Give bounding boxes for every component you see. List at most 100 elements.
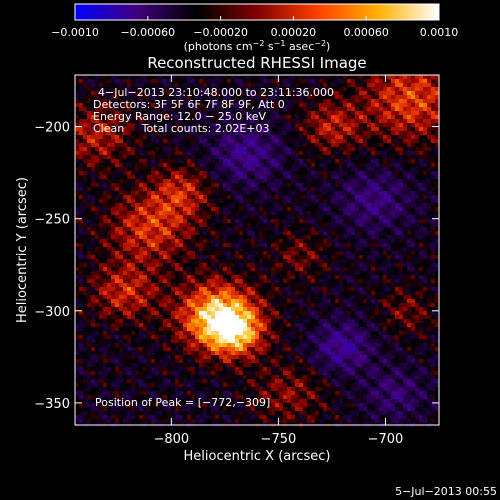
heatmap-cell (247, 291, 251, 295)
heatmap-cell (91, 183, 95, 187)
heatmap-cell (295, 79, 299, 83)
heatmap-cell (379, 243, 383, 247)
heatmap-cell (371, 115, 375, 119)
heatmap-cell (111, 115, 115, 119)
heatmap-cell (407, 183, 411, 187)
heatmap-cell (383, 119, 387, 123)
heatmap-cell (339, 139, 343, 143)
heatmap-cell (263, 139, 267, 143)
heatmap-cell (83, 131, 87, 135)
heatmap-cell (375, 247, 379, 251)
heatmap-cell (363, 247, 367, 251)
heatmap-cell (299, 143, 303, 147)
heatmap-cell (255, 223, 259, 227)
heatmap-cell (255, 163, 259, 167)
heatmap-cell (299, 163, 303, 167)
heatmap-cell (211, 147, 215, 151)
heatmap-cell (195, 259, 199, 263)
heatmap-cell (419, 103, 423, 107)
heatmap-cell (227, 255, 231, 259)
heatmap-cell (243, 163, 247, 167)
heatmap-cell (343, 147, 347, 151)
heatmap-cell (119, 287, 123, 291)
heatmap-cell (399, 163, 403, 167)
heatmap-cell (123, 291, 127, 295)
heatmap-cell (287, 75, 291, 79)
heatmap-cell (255, 259, 259, 263)
heatmap-cell (135, 235, 139, 239)
heatmap-cell (415, 111, 419, 115)
heatmap-cell (255, 199, 259, 203)
heatmap-cell (319, 83, 323, 87)
heatmap-cell (299, 123, 303, 127)
heatmap-cell (171, 267, 175, 271)
heatmap-cell (231, 163, 235, 167)
heatmap-cell (355, 283, 359, 287)
heatmap-cell (147, 111, 151, 115)
heatmap-cell (295, 83, 299, 87)
heatmap-cell (151, 75, 155, 79)
heatmap-cell (215, 291, 219, 295)
heatmap-cell (339, 263, 343, 267)
heatmap-cell (275, 95, 279, 99)
heatmap-cell (223, 283, 227, 287)
heatmap-cell (351, 79, 355, 83)
heatmap-cell (391, 243, 395, 247)
heatmap-cell (199, 223, 203, 227)
heatmap-cell (343, 127, 347, 131)
heatmap-cell (211, 291, 215, 295)
heatmap-cell (171, 83, 175, 87)
heatmap-cell (75, 171, 79, 175)
heatmap-cell (315, 75, 319, 79)
heatmap-cell (435, 107, 439, 111)
heatmap-cell (187, 267, 191, 271)
heatmap-cell (143, 123, 147, 127)
heatmap-cell (247, 163, 251, 167)
heatmap-cell (267, 247, 271, 251)
heatmap-cell (235, 119, 239, 123)
heatmap-cell (143, 79, 147, 83)
heatmap-cell (167, 259, 171, 263)
heatmap-cell (167, 91, 171, 95)
heatmap-cell (163, 99, 167, 103)
heatmap-cell (271, 139, 275, 143)
heatmap-cell (155, 119, 159, 123)
heatmap-cell (163, 159, 167, 163)
heatmap-cell (323, 243, 327, 247)
heatmap-cell (223, 215, 227, 219)
heatmap-cell (255, 247, 259, 251)
heatmap-cell (287, 147, 291, 151)
heatmap-cell (251, 139, 255, 143)
heatmap-cell (287, 263, 291, 267)
heatmap-cell (251, 143, 255, 147)
heatmap-cell (103, 199, 107, 203)
heatmap-cell (331, 227, 335, 231)
heatmap-cell (255, 123, 259, 127)
heatmap-cell (407, 147, 411, 151)
heatmap-cell (283, 255, 287, 259)
heatmap-cell (159, 239, 163, 243)
heatmap-cell (335, 163, 339, 167)
heatmap-cell (407, 83, 411, 87)
heatmap-cell (123, 79, 127, 83)
heatmap-cell (419, 163, 423, 167)
heatmap-cell (183, 171, 187, 175)
heatmap-cell (119, 175, 123, 179)
heatmap-cell (111, 279, 115, 283)
heatmap-cell (239, 239, 243, 243)
heatmap-cell (435, 143, 439, 147)
heatmap-cell (419, 95, 423, 99)
heatmap-cell (151, 251, 155, 255)
heatmap-cell (367, 283, 371, 287)
heatmap-cell (107, 215, 111, 219)
heatmap-cell (339, 255, 343, 259)
heatmap-cell (147, 163, 151, 167)
heatmap-cell (371, 83, 375, 87)
heatmap-cell (191, 223, 195, 227)
heatmap-cell (395, 187, 399, 191)
heatmap-cell (387, 99, 391, 103)
heatmap-cell (195, 95, 199, 99)
heatmap-cell (379, 235, 383, 239)
heatmap-cell (283, 171, 287, 175)
heatmap-cell (315, 135, 319, 139)
